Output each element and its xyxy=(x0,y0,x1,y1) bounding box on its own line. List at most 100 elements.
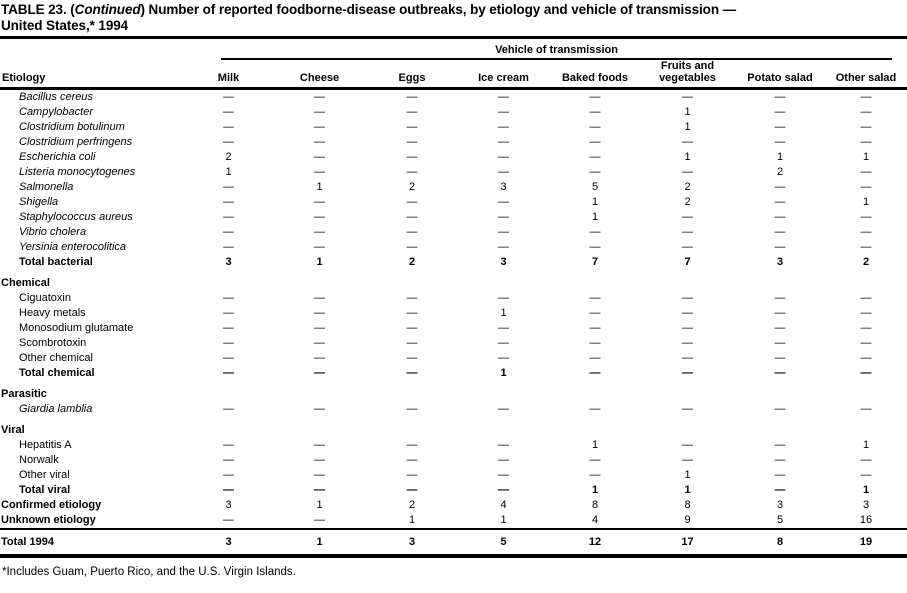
value-cell: — xyxy=(682,241,693,253)
value-cell: — xyxy=(682,403,693,415)
value-cell: — xyxy=(589,367,601,379)
value-cell: — xyxy=(682,166,693,178)
value-cell: — xyxy=(498,226,509,238)
etiology-label: Escherichia coli xyxy=(19,151,96,163)
value-cell xyxy=(735,270,825,291)
table-row: Listeria monocytogenes 1 — — — — — 2 — xyxy=(0,165,907,180)
value-cell: 7 xyxy=(591,256,599,268)
value-cell: — xyxy=(223,322,234,334)
value-cell: — xyxy=(860,121,872,133)
etiology-label: Staphylococcus aureus xyxy=(19,211,133,223)
etiology-label: Shigella xyxy=(19,196,59,208)
value-cell: — xyxy=(589,151,601,163)
value-cell: — xyxy=(498,337,509,349)
value-cell: — xyxy=(406,439,418,451)
etiology-label: Giardia lamblia xyxy=(19,403,93,415)
value-cell: — xyxy=(682,352,693,364)
value-cell: 8 xyxy=(591,499,599,511)
value-cell: — xyxy=(314,136,325,148)
value-cell: — xyxy=(498,322,509,334)
value-cell: — xyxy=(406,337,418,349)
value-cell: — xyxy=(498,211,509,223)
value-cell: — xyxy=(860,352,872,364)
value-cell: — xyxy=(682,322,693,334)
value-cell: — xyxy=(223,352,234,364)
table-row: Confirmed etiology 3 1 2 4 8 8 3 3 xyxy=(0,498,907,513)
table-row: Hepatitis A — — — — 1 — — 1 xyxy=(0,438,907,453)
value-cell: 3 xyxy=(776,499,784,511)
value-cell xyxy=(640,270,735,291)
etiology-label: Chemical xyxy=(1,277,50,289)
value-cell: — xyxy=(223,226,234,238)
value-cell: 3 xyxy=(776,256,784,268)
value-cell xyxy=(640,417,735,438)
column-header-ice-cream: Ice cream xyxy=(457,60,550,90)
table-row: Heavy metals — — — 1 — — — — xyxy=(0,306,907,321)
section-row: Chemical xyxy=(0,270,907,291)
etiology-label: Yersinia enterocolitica xyxy=(19,241,127,253)
value-cell: 1 xyxy=(591,211,599,223)
etiology-label: Unknown etiology xyxy=(1,514,96,526)
value-cell: — xyxy=(774,106,786,118)
value-cell: — xyxy=(406,91,418,103)
value-cell: — xyxy=(314,337,325,349)
value-cell: 1 xyxy=(272,528,367,558)
table-row: Vibrio cholera — — — — — — — — xyxy=(0,225,907,240)
value-cell: — xyxy=(406,403,418,415)
value-cell: — xyxy=(860,403,872,415)
value-cell: 19 xyxy=(825,528,907,558)
value-cell: — xyxy=(774,439,786,451)
table-row: Yersinia enterocolitica — — — — — — — — xyxy=(0,240,907,255)
value-cell: — xyxy=(314,307,325,319)
value-cell: 1 xyxy=(500,367,507,379)
table-header: Vehicle of transmission Etiology Milk Che… xyxy=(0,38,907,90)
value-cell: — xyxy=(498,166,509,178)
value-cell: — xyxy=(406,367,418,379)
etiology-label: Total 1994 xyxy=(0,528,185,558)
value-cell: — xyxy=(589,106,601,118)
value-cell: — xyxy=(589,307,601,319)
table-row: Scombrotoxin — — — — — — — — xyxy=(0,336,907,351)
table-row: Other viral — — — — — 1 — — xyxy=(0,468,907,483)
value-cell: — xyxy=(589,352,601,364)
value-cell: — xyxy=(774,292,786,304)
value-cell: 3 xyxy=(225,256,232,268)
title-part2-italic: Continued xyxy=(74,2,141,17)
value-cell: — xyxy=(314,166,325,178)
value-cell: — xyxy=(406,292,418,304)
value-cell: — xyxy=(860,367,872,379)
value-cell: — xyxy=(498,292,509,304)
spanner-lead-cell xyxy=(0,38,185,61)
etiology-label: Bacillus cereus xyxy=(19,91,93,103)
value-cell: — xyxy=(498,106,509,118)
value-cell: — xyxy=(314,322,325,334)
value-cell: — xyxy=(314,226,325,238)
value-cell: — xyxy=(860,136,872,148)
value-cell xyxy=(550,381,640,402)
etiology-label: Other viral xyxy=(19,469,70,481)
value-cell: — xyxy=(589,121,601,133)
value-cell: — xyxy=(682,337,693,349)
value-cell: 8 xyxy=(735,528,825,558)
value-cell: — xyxy=(406,151,418,163)
value-cell: — xyxy=(774,136,786,148)
value-cell: — xyxy=(314,484,325,496)
value-cell xyxy=(735,417,825,438)
value-cell xyxy=(457,417,550,438)
value-cell: — xyxy=(223,196,234,208)
value-cell: 1 xyxy=(776,151,784,163)
value-cell: — xyxy=(774,469,786,481)
value-cell xyxy=(550,417,640,438)
value-cell: — xyxy=(406,196,418,208)
value-cell: 2 xyxy=(408,256,416,268)
value-cell: — xyxy=(682,439,693,451)
value-cell: — xyxy=(223,454,234,466)
value-cell: — xyxy=(589,403,601,415)
value-cell xyxy=(185,417,272,438)
value-cell: — xyxy=(498,91,509,103)
value-cell: 1 xyxy=(862,484,870,496)
value-cell: — xyxy=(589,136,601,148)
value-cell: 2 xyxy=(225,151,232,163)
value-cell xyxy=(272,270,367,291)
value-cell: — xyxy=(498,121,509,133)
